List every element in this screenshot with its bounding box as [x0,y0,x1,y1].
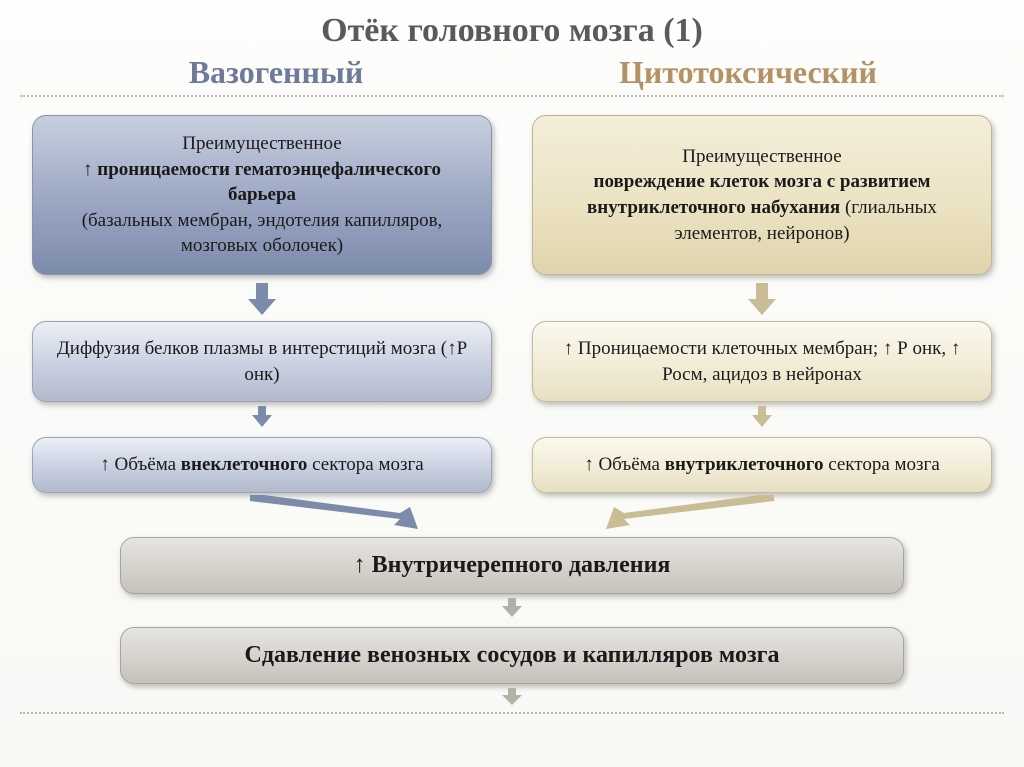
bottom-box-1: ↑ Внутричерепного давления [120,537,904,594]
left-box3-bold: внеклеточного [181,454,308,475]
right-column: Преимущественное повреждение клеток мозг… [532,115,992,493]
right-box-2: ↑ Проницаемости клеточных мембран; ↑ Р о… [532,321,992,402]
right-box1-line1: Преимущественное [682,146,841,167]
right-box-3: ↑ Объёма внутриклеточного сектора мозга [532,437,992,493]
left-box1-line2: ↑ проницаемости гематоэнцефалического ба… [83,159,441,206]
left-box1-line3: (базальных мембран, эндотелия капилляров… [82,210,443,257]
right-box3-post: сектора мозга [823,454,939,475]
columns: Преимущественное ↑ проницаемости гематоэ… [0,97,1024,493]
subtitle-row: Вазогенный Цитотоксический [0,50,1024,91]
page-title: Отёк головного мозга (1) [0,0,1024,50]
left-box3-post: сектора мозга [307,454,423,475]
right-box3-pre: ↑ Объёма [584,454,665,475]
left-box-2: Диффузия белков плазмы в интерстиций моз… [32,321,492,402]
bottom-section: ↑ Внутричерепного давления Сдавление вен… [0,537,1024,715]
arrow-down-icon [244,281,280,317]
divider-bottom [20,712,1004,714]
arrow-down-icon [744,281,780,317]
right-box3-bold: внутриклеточного [665,454,824,475]
right-box-1: Преимущественное повреждение клеток мозг… [532,115,992,275]
subtitle-left: Вазогенный [40,54,512,91]
left-box3-pre: ↑ Объёма [100,454,181,475]
left-column: Преимущественное ↑ проницаемости гематоэ… [32,115,492,493]
left-box-1: Преимущественное ↑ проницаемости гематоэ… [32,115,492,275]
arrow-down-icon [248,405,276,434]
arrow-down-icon [748,405,776,434]
bottom-box-2: Сдавление венозных сосудов и капилляров … [120,627,904,684]
arrow-down-icon [498,597,526,624]
left-box-3: ↑ Объёма внеклеточного сектора мозга [32,437,492,493]
arrow-down-icon [498,687,526,712]
left-box1-line1: Преимущественное [182,133,341,154]
merge-arrows [0,493,1024,533]
subtitle-right: Цитотоксический [512,54,984,91]
